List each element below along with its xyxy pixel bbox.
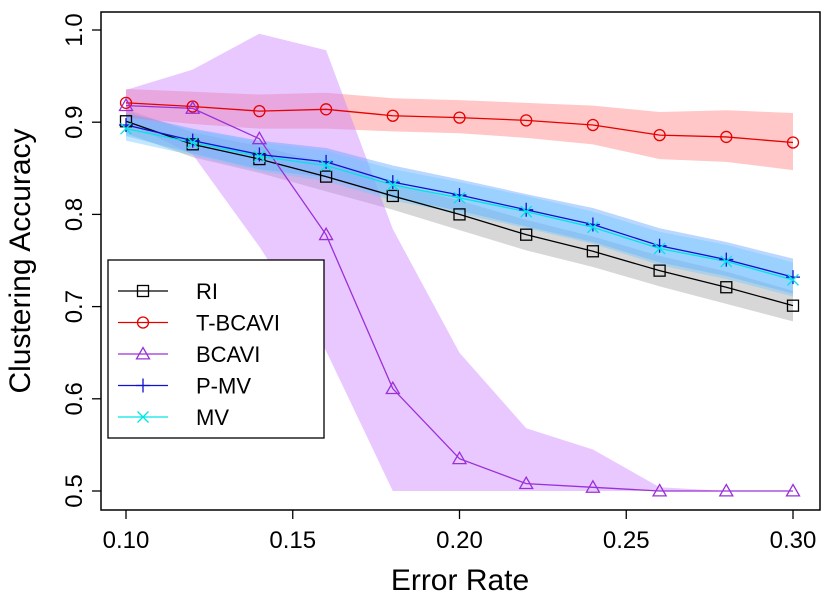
point-ri-5 (453, 208, 466, 221)
point-mv-4 (386, 178, 399, 191)
point-ri-4 (386, 189, 399, 203)
point-t-bcavi-9 (720, 130, 733, 144)
y-axis-title: Clustering Accuracy (4, 128, 37, 393)
point-ri-9 (720, 281, 733, 294)
plot-frame (100, 11, 821, 511)
legend-marker-p-mv (136, 378, 150, 393)
point-ri-7 (586, 245, 600, 258)
point-t-bcavi-0 (119, 96, 133, 109)
legend-marker-bcavi (135, 346, 151, 360)
point-p-mv-10 (786, 270, 800, 285)
legend-marker-ri (136, 284, 150, 298)
point-mv-1 (186, 136, 199, 149)
band-bcavi (126, 33, 793, 492)
x-tick-label: 0.15 (269, 527, 316, 554)
point-p-mv-9 (719, 252, 734, 267)
point-ri-6 (520, 228, 533, 241)
y-tick-label: 0.9 (61, 106, 88, 139)
point-p-mv-5 (452, 188, 467, 203)
point-bcavi-7 (585, 479, 601, 493)
band-t-bcavi (126, 89, 793, 171)
point-t-bcavi-3 (319, 103, 333, 116)
point-p-mv-6 (519, 202, 534, 217)
point-p-mv-1 (185, 133, 200, 148)
x-tick-label: 0.25 (603, 527, 650, 554)
point-bcavi-4 (385, 380, 401, 395)
point-t-bcavi-5 (453, 111, 466, 124)
point-t-bcavi-8 (653, 128, 666, 142)
band-ri (126, 109, 793, 322)
y-tick-label: 0.6 (61, 382, 88, 415)
point-p-mv-2 (252, 147, 267, 162)
line-t-bcavi (125, 102, 794, 144)
point-mv-6 (520, 205, 533, 218)
legend-marker-mv (137, 411, 149, 423)
point-ri-8 (653, 264, 666, 277)
point-p-mv-8 (652, 238, 667, 253)
legend: RI T-BCAVI BCAVI P-MV MV (107, 259, 325, 439)
x-axis-title: Error Rate (391, 564, 529, 597)
line-bcavi (125, 104, 793, 492)
legend-label-p-mv: P-MV (196, 374, 251, 399)
point-bcavi-3 (318, 226, 334, 241)
legend-marker-t-bcavi (136, 316, 150, 329)
point-ri-10 (786, 299, 800, 312)
point-mv-8 (653, 242, 666, 255)
line-ri (125, 120, 794, 307)
y-axis: 0.5 0.6 0.7 0.8 0.9 1.0 (61, 13, 101, 508)
point-t-bcavi-7 (586, 118, 600, 132)
point-mv-2 (253, 150, 266, 163)
legend-label-mv: MV (196, 405, 229, 430)
point-p-mv-4 (385, 175, 400, 190)
point-p-mv-3 (319, 154, 334, 169)
point-t-bcavi-10 (786, 136, 800, 149)
point-bcavi-8 (651, 483, 668, 497)
y-tick-label: 0.7 (61, 290, 88, 323)
point-p-mv-7 (585, 217, 600, 232)
x-axis: 0.10 0.15 0.20 0.25 0.30 (103, 510, 817, 554)
point-bcavi-10 (785, 483, 801, 497)
y-tick-label: 0.8 (61, 198, 88, 231)
y-tick-label: 1.0 (61, 13, 88, 46)
y-tick-label: 0.5 (61, 474, 88, 507)
x-tick-label: 0.20 (436, 527, 483, 554)
point-mv-9 (720, 255, 733, 268)
point-bcavi-1 (185, 100, 201, 114)
point-mv-7 (586, 221, 599, 234)
point-mv-3 (320, 159, 333, 172)
x-tick-label: 0.10 (103, 527, 150, 554)
point-t-bcavi-6 (520, 114, 533, 127)
point-mv-0 (120, 122, 132, 135)
legend-label-ri: RI (196, 279, 218, 304)
legend-label-bcavi: BCAVI (196, 342, 260, 367)
point-bcavi-9 (718, 483, 734, 497)
point-bcavi-6 (518, 475, 534, 490)
legend-label-t-bcavi: T-BCAVI (196, 311, 280, 336)
point-t-bcavi-2 (253, 104, 266, 118)
point-bcavi-5 (451, 450, 468, 465)
point-mv-10 (787, 273, 799, 286)
point-bcavi-2 (251, 130, 268, 145)
point-mv-5 (453, 191, 466, 204)
point-p-mv-0 (119, 117, 133, 132)
point-ri-3 (319, 170, 333, 183)
point-t-bcavi-4 (386, 109, 399, 122)
point-bcavi-0 (118, 97, 134, 112)
band-mv (126, 116, 793, 297)
series-markers (118, 96, 801, 497)
x-tick-label: 0.30 (770, 527, 817, 554)
